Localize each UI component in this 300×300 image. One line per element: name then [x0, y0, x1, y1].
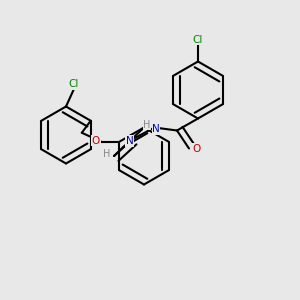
Text: Cl: Cl [68, 79, 79, 89]
Text: Cl: Cl [193, 35, 203, 45]
Text: O: O [192, 143, 201, 154]
Text: H: H [103, 149, 110, 159]
Text: N: N [152, 124, 160, 134]
Text: N: N [126, 136, 134, 146]
Text: H: H [143, 119, 151, 130]
Text: O: O [92, 136, 100, 146]
